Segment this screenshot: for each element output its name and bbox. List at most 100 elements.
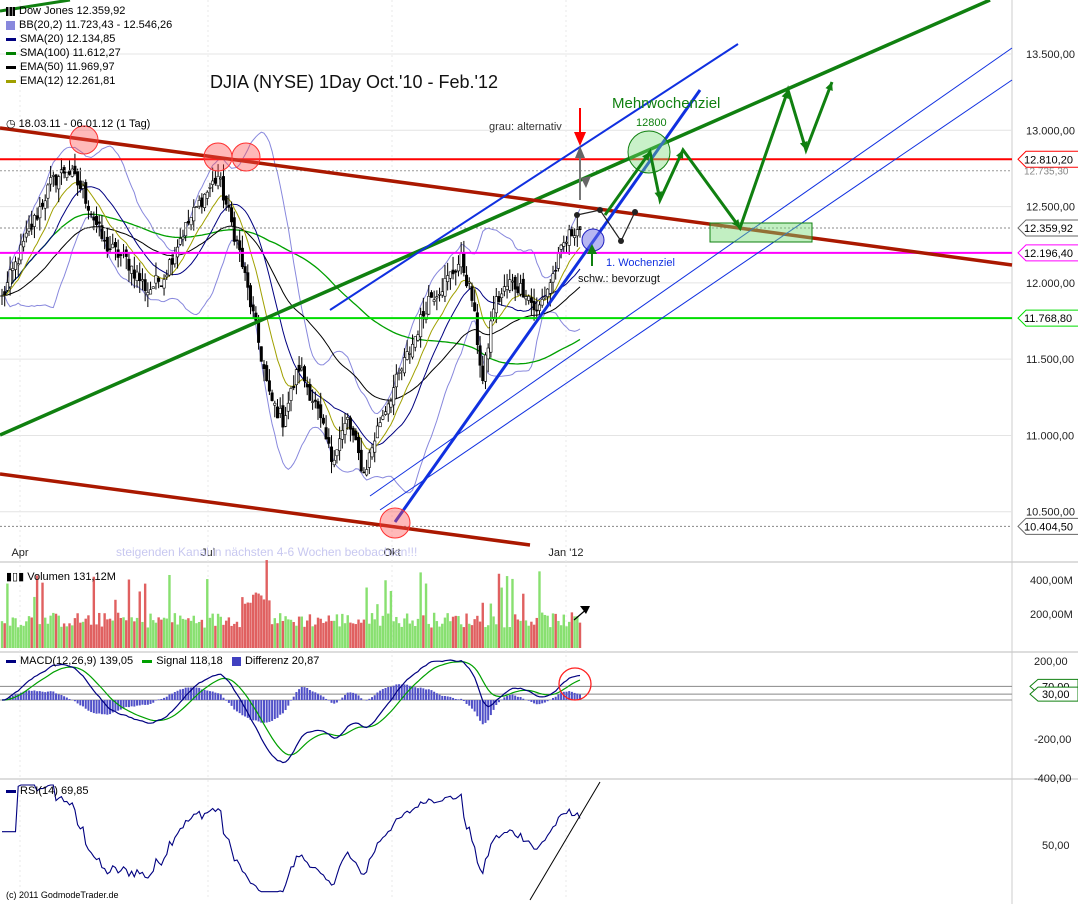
volume-bar [478, 621, 482, 648]
level-label-box [1017, 150, 1078, 168]
candle-body [211, 180, 215, 185]
volume-bar [60, 626, 63, 648]
volume-bar [162, 617, 166, 648]
macd-hist-bar [90, 700, 93, 713]
macd-hist-bar [503, 697, 506, 700]
candle-body [446, 275, 450, 282]
macd-hist-bar [479, 700, 482, 721]
macd-tick-label: -400,00 [1034, 773, 1071, 785]
candle-body [362, 471, 366, 474]
macd-hist-bar [516, 696, 519, 700]
macd-hist-bar [284, 700, 287, 711]
volume-bar [505, 576, 509, 648]
red-lower-trendline [0, 472, 531, 547]
candle-body [238, 240, 242, 251]
candle-body [32, 215, 36, 227]
candle-icon [6, 6, 15, 16]
macd-hist-bar [400, 684, 403, 700]
level-label: 12.196,40 [1024, 248, 1073, 260]
rsi-trendline [529, 781, 601, 901]
macd-hist-bar [317, 693, 320, 700]
annotation-wochenziel: 1. Wochenziel [606, 257, 675, 269]
macd-hist-bar [481, 700, 484, 725]
macd-hist-bar [146, 700, 149, 705]
candle-body [294, 369, 298, 386]
green-arrow-head [825, 82, 833, 91]
volume-bar [276, 623, 279, 648]
macd-hist-bar [290, 700, 292, 701]
volume-bar [314, 624, 317, 648]
volume-bar [254, 592, 258, 648]
candle-body [132, 269, 136, 279]
candle-body [224, 195, 228, 205]
macd-hist-bar [38, 691, 41, 700]
candle-body [473, 302, 477, 312]
macd-hist-bar [165, 696, 168, 700]
macd-hist-bar [60, 694, 63, 700]
candle-body [84, 182, 88, 204]
macd-hist-bar [335, 700, 338, 703]
candle-body [184, 222, 188, 237]
volume-bar [449, 621, 452, 648]
volume-bar [476, 615, 479, 648]
candle-body [451, 269, 455, 275]
candle-body [573, 235, 577, 238]
macd-hist-bar [419, 687, 422, 700]
macd-hist-bar [273, 700, 276, 720]
macd-hist-bar [489, 700, 492, 716]
volume-bar [230, 625, 233, 648]
candle-body [24, 232, 28, 238]
macd-hist-bar [295, 692, 298, 700]
macd-hist-bar [473, 700, 476, 712]
candle-body [130, 265, 134, 274]
volume-bar [173, 613, 177, 648]
volume-bar [373, 619, 376, 648]
macd-hist-bar [200, 689, 203, 700]
volume-bar [214, 625, 217, 648]
candle-body [192, 207, 196, 222]
macd-hist-bar [111, 700, 114, 713]
volume-bar [484, 627, 487, 648]
volume-bar [432, 612, 436, 648]
candle-body [462, 252, 466, 273]
alternative-path [576, 209, 636, 243]
volume-bar [19, 624, 23, 648]
volume-bar [92, 576, 96, 648]
macd-hist-bar [570, 691, 573, 700]
volume-bar [89, 624, 93, 648]
volume-bar [462, 627, 466, 648]
macd-hist-bar [276, 700, 279, 718]
macd-hist-bar [565, 691, 568, 700]
volume-bar [357, 619, 360, 648]
candle-body [394, 373, 398, 388]
macd-hist-bar [460, 698, 463, 700]
candle-body [432, 299, 436, 302]
volume-bar [222, 624, 225, 648]
macd-hist-bar [103, 700, 106, 715]
macd-hist-bar [557, 694, 560, 700]
macd-hist-bar [168, 694, 171, 700]
candle-body [319, 404, 323, 419]
candle-body [149, 289, 153, 295]
candle-body [57, 176, 61, 190]
level-label-secondary: 12.735,30 [1024, 167, 1069, 178]
volume-bar [270, 624, 274, 648]
candle-body [311, 401, 315, 403]
volume-bar [6, 583, 9, 648]
volume-bar [251, 594, 255, 648]
candle-body [186, 221, 190, 224]
macd-hist-bar [379, 690, 382, 700]
candle-body [527, 296, 531, 301]
volume-bar [284, 616, 287, 648]
candle-body [397, 372, 401, 374]
volume-bar [235, 621, 239, 648]
volume-bar [143, 583, 147, 648]
macd-hist-bar [568, 691, 571, 700]
candle-body [381, 415, 385, 420]
macd-line [1, 659, 581, 764]
macd-hist-bar [92, 700, 95, 714]
candle-body [51, 175, 55, 177]
volume-bar [565, 626, 568, 648]
candle-body [559, 244, 563, 250]
candle-body [254, 312, 258, 321]
